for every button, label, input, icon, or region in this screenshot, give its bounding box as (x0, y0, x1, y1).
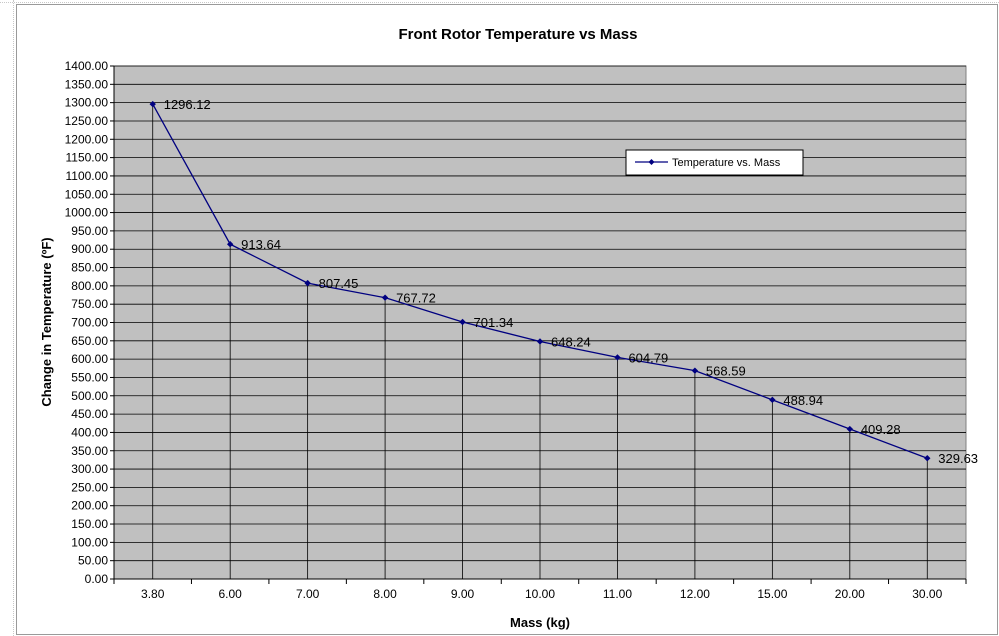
y-tick-label: 1350.00 (65, 77, 109, 91)
x-tick-label: 30.00 (912, 587, 942, 601)
y-tick-label: 750.00 (71, 297, 108, 311)
data-label: 807.45 (319, 276, 359, 291)
data-point (149, 100, 156, 108)
data-point (846, 425, 854, 433)
data-label: 913.64 (241, 237, 281, 252)
y-tick-label: 400.00 (71, 425, 108, 439)
data-label: 604.79 (628, 350, 668, 365)
x-tick-label: 20.00 (835, 587, 865, 601)
x-tick-label: 7.00 (296, 587, 320, 601)
data-point (459, 318, 466, 326)
y-tick-label: 1150.00 (66, 151, 109, 165)
y-tick-label: 650.00 (71, 334, 108, 348)
data-label: 329.63 (938, 451, 978, 466)
data-point (924, 455, 931, 462)
y-tick-label: 50.00 (78, 554, 108, 568)
y-tick-label: 800.00 (71, 279, 108, 293)
x-tick-label: 8.00 (373, 587, 397, 601)
legend-entry-label: Temperature vs. Mass (672, 157, 781, 169)
chart-title: Front Rotor Temperature vs Mass (399, 26, 638, 43)
data-point (536, 338, 544, 345)
data-label: 648.24 (551, 334, 591, 349)
y-tick-label: 100.00 (71, 535, 108, 549)
y-tick-label: 950.00 (71, 224, 108, 238)
y-tick-label: 1300.00 (65, 96, 109, 110)
data-label: 488.94 (783, 393, 823, 408)
data-label: 701.34 (474, 315, 514, 330)
y-tick-label: 300.00 (71, 462, 108, 476)
y-tick-label: 1000.00 (65, 206, 109, 220)
y-tick-label: 200.00 (71, 499, 108, 513)
data-point (381, 294, 389, 301)
y-tick-label: 0.00 (85, 572, 109, 586)
y-tick-label: 600.00 (71, 352, 108, 366)
y-tick-label: 1400.00 (65, 59, 109, 73)
y-tick-label: 450.00 (71, 407, 108, 421)
data-point (691, 367, 699, 374)
y-tick-label: 1250.00 (65, 114, 109, 128)
x-tick-label: 12.00 (680, 587, 710, 601)
data-point (614, 354, 621, 361)
y-tick-label: 500.00 (71, 389, 108, 403)
y-tick-label: 1050.00 (65, 187, 109, 201)
x-tick-label: 6.00 (219, 587, 243, 601)
data-point (226, 241, 234, 248)
y-tick-label: 1100.00 (66, 169, 109, 183)
x-tick-label: 11.00 (603, 587, 632, 601)
x-tick-label: 3.80 (141, 587, 165, 601)
y-tick-label: 150.00 (71, 517, 108, 531)
x-tick-label: 9.00 (451, 587, 475, 601)
legend-marker-sample (648, 159, 655, 165)
x-tick-label: 15.00 (757, 587, 787, 601)
data-label: 1296.12 (164, 97, 211, 112)
y-tick-label: 550.00 (71, 370, 108, 384)
y-tick-label: 900.00 (71, 242, 108, 256)
y-tick-label: 850.00 (71, 261, 108, 275)
data-label: 568.59 (706, 364, 746, 379)
sheet-top-gutter (0, 0, 999, 3)
data-point (769, 396, 776, 404)
sheet-left-gutter (0, 0, 14, 636)
x-axis-title: Mass (kg) (510, 615, 570, 630)
y-tick-label: 1200.00 (65, 132, 109, 146)
data-point (304, 279, 311, 287)
data-label: 767.72 (396, 291, 436, 306)
y-axis-title: Change in Temperature (ºF) (39, 237, 54, 406)
x-tick-label: 10.00 (525, 587, 555, 601)
plot-area: 0.00 50.00 100.00 150.00 200.00 250.00 300.00 3… (65, 59, 978, 601)
y-tick-label: 350.00 (71, 444, 108, 458)
y-tick-label: 250.00 (71, 480, 108, 494)
legend: Temperature vs. Mass (625, 149, 804, 176)
y-tick-label: 700.00 (71, 316, 108, 330)
data-label: 409.28 (861, 422, 901, 437)
